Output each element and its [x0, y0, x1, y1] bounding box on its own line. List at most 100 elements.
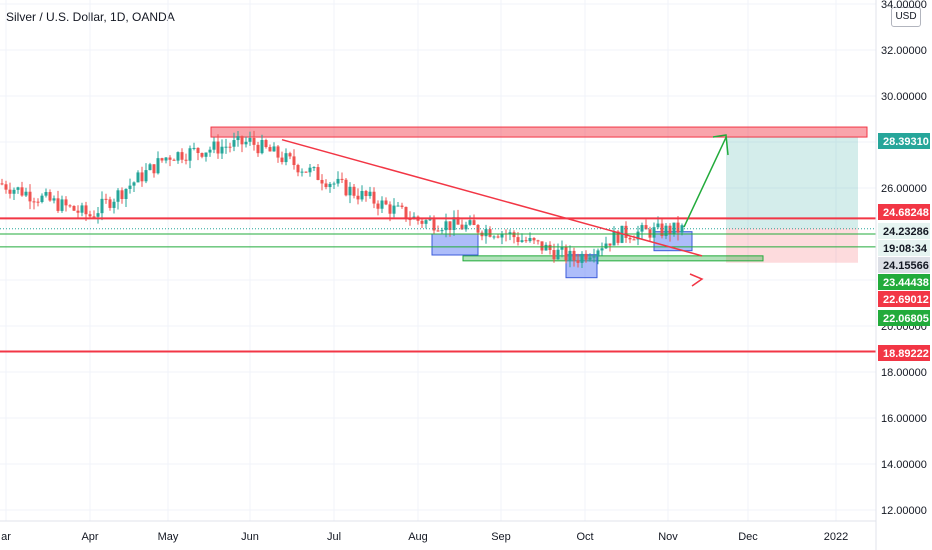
candle-body	[388, 204, 392, 214]
candle-body	[592, 256, 596, 258]
time-axis: ar Apr May Jun Jul Aug Sep Oct Nov Dec 2022	[1, 531, 848, 543]
price-tag-bg	[878, 204, 930, 220]
candle-body	[632, 239, 636, 241]
candle-body	[112, 201, 116, 208]
candle-body	[616, 231, 620, 243]
price-tag-bg	[878, 257, 930, 273]
candle-body	[456, 217, 460, 225]
price-tag-bg	[878, 310, 930, 326]
candle-body	[0, 183, 4, 185]
candle-body	[132, 182, 136, 186]
candle-body	[44, 192, 48, 196]
candle-body	[296, 165, 300, 173]
candle-body	[24, 191, 28, 196]
candle-body	[116, 190, 120, 202]
candle-body	[648, 229, 652, 238]
candle-body	[628, 237, 632, 240]
candle-body	[424, 220, 428, 224]
candle-body	[400, 205, 404, 207]
candle-body	[452, 217, 456, 230]
x-tick-label: Dec	[738, 531, 758, 543]
candle-body	[36, 201, 40, 203]
candle-body	[60, 199, 64, 211]
price-tag-target: 28.39310	[883, 136, 929, 148]
blue-zone-aug	[431, 233, 479, 256]
candle-body	[344, 179, 348, 196]
candle-body	[280, 157, 284, 163]
candle-body	[216, 141, 220, 154]
price-tag-bg	[878, 240, 930, 256]
candle-body	[204, 152, 208, 157]
y-tick-label: 12.00000	[881, 505, 927, 517]
candle-body	[436, 230, 440, 232]
target-arrow	[683, 137, 727, 228]
candle-body	[8, 189, 12, 194]
candle-body	[4, 184, 8, 190]
price-tag-bg	[878, 133, 930, 149]
candle-body	[136, 172, 140, 183]
candle-body	[520, 240, 524, 242]
candle-body	[140, 172, 144, 182]
candle-body	[596, 250, 600, 257]
price-tag-resistance: 24.68248	[883, 207, 929, 219]
candle-body	[668, 225, 672, 235]
price-tag-countdown: 19:08:34	[883, 243, 928, 255]
candle-body	[188, 148, 192, 161]
candle-body	[428, 219, 432, 221]
candle-body	[604, 243, 608, 249]
candle-body	[516, 237, 520, 242]
candle-body	[352, 186, 356, 196]
candle-body	[312, 167, 316, 169]
candle-body	[512, 232, 516, 238]
price-tag-bg	[878, 223, 930, 239]
price-tag-bg	[878, 274, 930, 290]
candle-body	[444, 221, 448, 231]
candle-body	[680, 225, 684, 233]
candle-body	[564, 246, 568, 261]
candle-body	[440, 230, 444, 232]
x-tick-label: May	[158, 531, 179, 543]
y-tick-label: 32.00000	[881, 45, 927, 57]
candle-body	[288, 153, 292, 157]
candle-body	[544, 244, 548, 251]
candle-body	[236, 136, 240, 141]
candle-body	[192, 147, 196, 149]
candles	[0, 130, 684, 269]
y-tick-label: 34.00000	[881, 0, 927, 11]
trend-line	[281, 138, 703, 257]
candle-body	[676, 222, 680, 233]
candle-body	[340, 178, 344, 180]
candle-body	[160, 158, 164, 161]
candle-body	[492, 236, 496, 238]
candle-body	[128, 185, 132, 189]
candle-body	[624, 225, 628, 238]
candle-body	[168, 157, 172, 160]
candle-body	[324, 183, 328, 188]
candle-body	[320, 179, 324, 184]
drawing-lines	[0, 134, 876, 353]
candle-body	[528, 238, 532, 242]
candle-body	[484, 229, 488, 237]
candle-body	[120, 190, 124, 200]
candle-body	[72, 205, 76, 211]
currency-button[interactable]: USD	[891, 7, 921, 27]
price-tag-price: 24.15566	[883, 260, 929, 272]
candle-body	[576, 260, 580, 263]
candle-body	[68, 205, 72, 207]
candle-body	[12, 189, 16, 194]
x-tick-label: ar	[1, 531, 11, 543]
price-tag-last: 24.23286	[883, 226, 929, 238]
y-tick-label: 14.00000	[881, 459, 927, 471]
candle-body	[272, 146, 276, 152]
candle-body	[348, 186, 352, 196]
candle-body	[232, 140, 236, 147]
candle-body	[212, 141, 216, 150]
candle-body	[476, 225, 480, 233]
candle-body	[336, 178, 340, 184]
candle-body	[524, 240, 528, 242]
candle-body	[360, 190, 364, 200]
candle-body	[364, 190, 368, 197]
candle-body	[96, 213, 100, 217]
candle-body	[612, 231, 616, 246]
